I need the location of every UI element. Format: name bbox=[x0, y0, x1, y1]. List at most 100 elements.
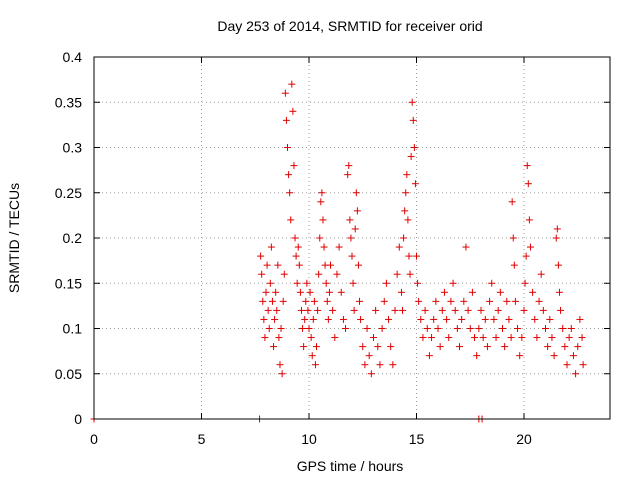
data-point bbox=[494, 306, 502, 314]
data-point bbox=[286, 189, 294, 197]
data-point bbox=[490, 315, 498, 323]
data-point bbox=[533, 334, 541, 342]
data-point bbox=[267, 243, 275, 251]
data-point bbox=[578, 334, 586, 342]
data-point bbox=[346, 216, 354, 224]
data-point bbox=[425, 352, 433, 360]
data-point bbox=[274, 261, 282, 269]
data-point bbox=[292, 252, 300, 260]
data-point bbox=[451, 306, 459, 314]
data-point bbox=[333, 270, 341, 278]
data-point bbox=[524, 180, 532, 188]
data-point bbox=[291, 234, 299, 242]
data-point bbox=[503, 297, 511, 305]
data-point bbox=[421, 306, 429, 314]
data-point bbox=[401, 207, 409, 215]
data-point bbox=[337, 288, 345, 296]
data-point bbox=[411, 180, 419, 188]
data-point bbox=[258, 270, 266, 278]
data-point bbox=[445, 334, 453, 342]
data-point bbox=[393, 270, 401, 278]
data-point bbox=[546, 315, 554, 323]
data-point bbox=[363, 325, 371, 332]
y-tick-label: 0.4 bbox=[63, 49, 83, 65]
data-point bbox=[531, 315, 539, 323]
data-point bbox=[280, 270, 288, 278]
y-tick-label: 0.15 bbox=[55, 275, 82, 291]
data-point bbox=[265, 325, 273, 332]
data-point bbox=[477, 306, 485, 314]
data-point bbox=[307, 334, 315, 342]
data-point bbox=[357, 315, 365, 323]
data-point bbox=[499, 325, 506, 332]
data-point bbox=[351, 225, 359, 233]
data-point bbox=[553, 225, 561, 233]
data-point bbox=[505, 315, 513, 323]
data-point bbox=[260, 315, 268, 323]
data-point bbox=[282, 116, 290, 124]
data-point bbox=[488, 279, 496, 287]
data-point bbox=[483, 343, 491, 351]
data-point bbox=[380, 297, 388, 305]
data-point bbox=[327, 261, 334, 269]
data-point bbox=[284, 144, 291, 151]
data-point bbox=[316, 234, 324, 242]
data-point bbox=[529, 288, 537, 296]
data-point bbox=[526, 243, 534, 251]
data-point bbox=[349, 279, 357, 287]
data-point bbox=[257, 252, 265, 260]
data-point bbox=[296, 288, 304, 296]
data-point bbox=[303, 279, 311, 287]
data-point bbox=[348, 252, 356, 260]
data-point bbox=[300, 343, 308, 351]
data-point bbox=[361, 361, 369, 369]
data-point bbox=[550, 352, 558, 360]
data-point bbox=[574, 343, 582, 351]
data-point bbox=[290, 162, 298, 170]
data-point bbox=[404, 216, 412, 224]
data-point bbox=[559, 325, 567, 332]
data-point bbox=[389, 361, 397, 369]
data-point bbox=[272, 288, 280, 296]
x-axis-label: GPS time / hours bbox=[297, 458, 404, 474]
data-point bbox=[579, 361, 587, 369]
data-point bbox=[376, 361, 384, 369]
data-point bbox=[438, 306, 446, 314]
data-point bbox=[440, 288, 448, 296]
data-point bbox=[544, 343, 552, 351]
data-point bbox=[354, 261, 362, 269]
data-point bbox=[518, 334, 526, 342]
data-point bbox=[275, 334, 283, 342]
data-point bbox=[309, 315, 317, 323]
y-tick-label: 0.2 bbox=[63, 230, 83, 246]
data-point bbox=[335, 243, 343, 251]
data-point bbox=[409, 116, 417, 124]
data-point bbox=[555, 288, 563, 296]
data-point bbox=[367, 370, 375, 378]
data-point bbox=[410, 144, 418, 151]
data-point bbox=[259, 297, 267, 305]
data-point bbox=[299, 325, 307, 332]
data-point bbox=[285, 171, 293, 179]
data-point bbox=[311, 361, 319, 369]
data-point bbox=[372, 306, 380, 314]
x-tick-label: 10 bbox=[301, 431, 317, 447]
data-point bbox=[473, 352, 481, 360]
data-point bbox=[301, 315, 309, 323]
data-point bbox=[306, 288, 314, 296]
data-point bbox=[554, 261, 562, 269]
data-point bbox=[387, 343, 395, 351]
data-point bbox=[403, 171, 411, 179]
data-point bbox=[385, 315, 393, 323]
data-point bbox=[516, 352, 524, 360]
data-point bbox=[406, 270, 414, 278]
data-point bbox=[552, 234, 560, 242]
data-point bbox=[288, 80, 296, 88]
data-point bbox=[268, 297, 276, 305]
data-point bbox=[458, 315, 466, 323]
data-point bbox=[294, 243, 302, 251]
data-point bbox=[405, 252, 413, 260]
data-point bbox=[475, 325, 483, 332]
data-point bbox=[331, 334, 339, 342]
